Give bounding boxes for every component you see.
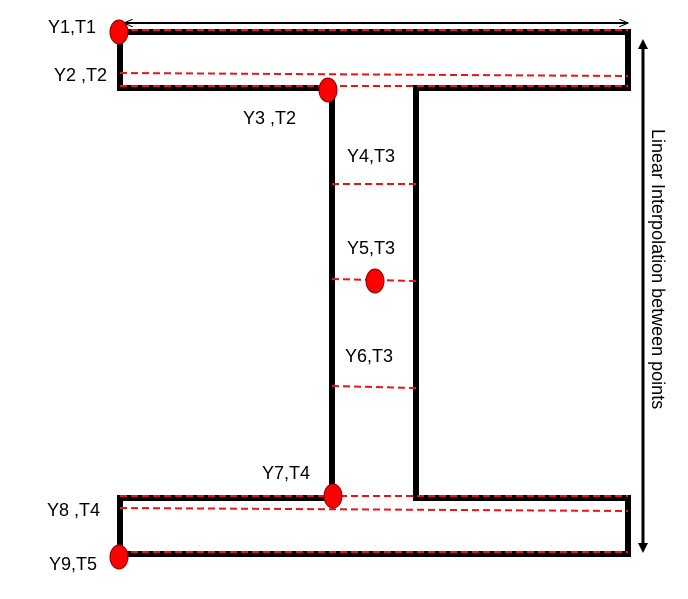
label-y3-t2: Y3 ,T2 xyxy=(243,108,296,128)
dashed-line-y5 xyxy=(331,278,417,282)
label-y6-t3: Y6,T3 xyxy=(345,346,393,366)
label-y4-t3: Y4,T3 xyxy=(347,146,395,166)
i-beam-section xyxy=(117,29,631,557)
label-y7-t4: Y7,T4 xyxy=(262,463,310,483)
label-y2-t2: Y2 ,T2 xyxy=(54,65,107,85)
label-y8-t4: Y8 ,T4 xyxy=(47,500,100,520)
point-marker-y9 xyxy=(109,544,129,570)
label-y1-t1: Y1,T1 xyxy=(48,17,96,37)
point-marker-y5 xyxy=(365,268,385,294)
point-marker-y7 xyxy=(323,483,343,509)
dashed-line-y6 xyxy=(331,385,417,389)
point-marker-y1 xyxy=(109,19,129,45)
interpolation-lines xyxy=(119,29,629,553)
interpolation-label: Linear Interpolation between points xyxy=(648,129,668,409)
point-marker-y3 xyxy=(318,77,338,103)
point-labels: Y1,T1 Y2 ,T2 Y3 ,T2 Y4,T3 Y5,T3 Y6,T3 Y7… xyxy=(47,17,395,574)
label-y9-t5: Y9,T5 xyxy=(49,554,97,574)
dashed-line-y8 xyxy=(119,507,629,512)
label-y5-t3: Y5,T3 xyxy=(347,238,395,258)
point-markers xyxy=(109,19,385,570)
dashed-line-y2 xyxy=(119,72,629,77)
